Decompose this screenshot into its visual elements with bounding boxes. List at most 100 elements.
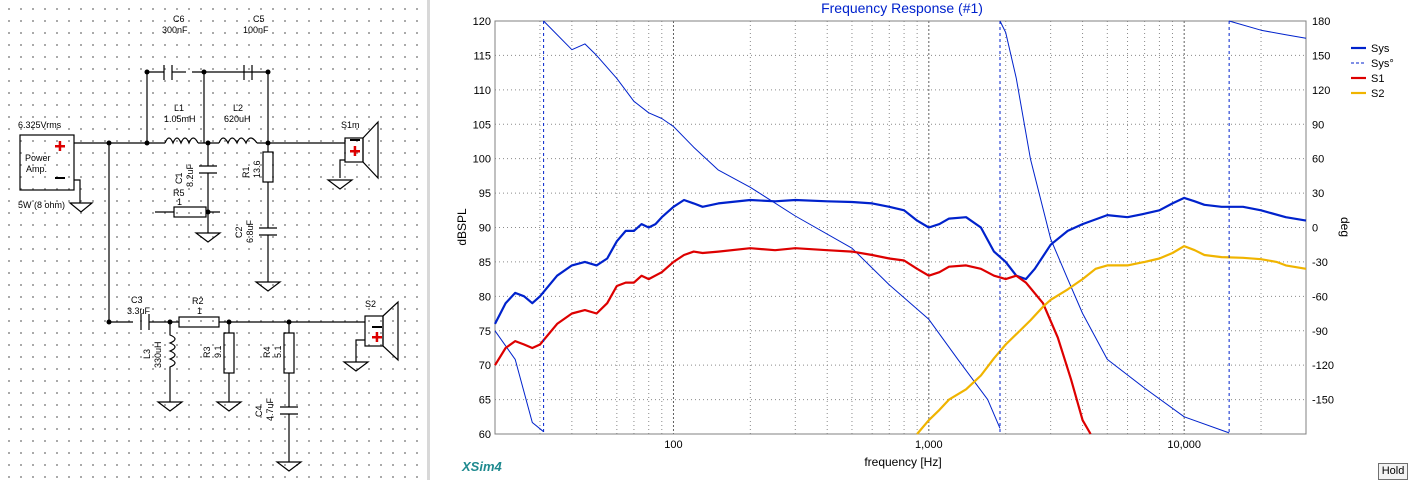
series-line-s1 — [494, 247, 1092, 435]
capacitor-c1 — [199, 143, 217, 212]
y-tick-label: 105 — [473, 119, 491, 131]
chart-series — [494, 20, 1307, 435]
y-axis-label: dBSPL — [455, 208, 469, 246]
l3-value: 330uH — [153, 341, 163, 368]
y-tick-label: 110 — [473, 85, 491, 97]
frequency-response-chart: 60 65 70 75 80 85 90 95 100 105 110 115 120 180 150 12… — [455, 0, 1394, 469]
inductor-l3 — [168, 322, 176, 402]
r2-name: R2 — [192, 296, 204, 306]
y-tick-label: 90 — [479, 223, 491, 235]
series-line-sys-phase — [494, 20, 1307, 434]
wire-upper-branch — [74, 71, 345, 144]
r1-name: R1 — [241, 166, 251, 178]
source-name-line1: Power — [25, 153, 51, 163]
l2-value: 620uH — [224, 114, 251, 124]
x-tick-label: 100 — [664, 439, 682, 451]
y2-tick-label: 30 — [1312, 188, 1324, 200]
c4-name: C4 — [254, 405, 264, 417]
c6-name: C6 — [173, 14, 185, 24]
y-tick-label: 80 — [479, 291, 491, 303]
panel-divider[interactable] — [427, 0, 430, 480]
power-amp-symbol — [19, 134, 75, 191]
y-axis-ticks: 60 65 70 75 80 85 90 95 100 105 110 115 120 — [473, 16, 491, 441]
inductor-l1 — [164, 137, 199, 145]
source-rating-label: 5W (8 ohm) — [18, 200, 65, 210]
resistor-r5 — [173, 206, 207, 218]
frequency-response-panel: 60 65 70 75 80 85 90 95 100 105 110 115 120 180 150 12… — [430, 0, 1409, 480]
x-axis-ticks: 100 1,000 10,000 — [664, 439, 1201, 451]
y-tick-label: 120 — [473, 16, 491, 28]
speaker-s1-label: S1m — [341, 120, 360, 130]
y2-axis-label: deg — [1338, 217, 1352, 237]
y2-tick-label: -120 — [1312, 360, 1334, 372]
y2-tick-label: -30 — [1312, 257, 1328, 269]
x-axis-label: frequency [Hz] — [864, 455, 941, 469]
source-voltage-label: 6.325Vrms — [18, 120, 62, 130]
y2-tick-label: 180 — [1312, 16, 1330, 28]
xsim-brand: XSim4 — [462, 459, 502, 474]
r1-value: 13.6 — [252, 160, 262, 178]
legend-label: Sys — [1371, 43, 1390, 55]
x-tick-label: 1,000 — [915, 439, 943, 451]
y2-tick-label: 60 — [1312, 154, 1324, 166]
c1-value: 8.2uF — [185, 163, 195, 187]
r5-name: R5 — [173, 188, 185, 198]
r2-value: 1 — [197, 306, 202, 316]
resistor-r4 — [283, 332, 295, 374]
l1-value: 1.05mH — [164, 114, 196, 124]
y-tick-label: 100 — [473, 154, 491, 166]
y2-tick-label: 150 — [1312, 50, 1330, 62]
c5-name: C5 — [253, 14, 265, 24]
y-tick-label: 70 — [479, 360, 491, 372]
r4-name: R4 — [262, 346, 272, 358]
c5-value: 100nF — [243, 25, 269, 35]
r4-value: 5.1 — [273, 345, 283, 358]
speaker-s2-symbol — [364, 315, 384, 347]
resistor-r2 — [178, 316, 220, 328]
speaker-s2-label: S2 — [365, 299, 376, 309]
l2-name: L2 — [233, 103, 243, 113]
r3-name: R3 — [202, 346, 212, 358]
speaker-s1-cone — [362, 120, 379, 180]
c3-name: C3 — [131, 295, 143, 305]
schematic-drawing: 6.325Vrms Power Amp. 5W (8 ohm) C6 300nF… — [18, 14, 399, 472]
source-name-line2: Amp. — [26, 164, 47, 174]
legend-label: Sys° — [1371, 58, 1394, 70]
crossover-schematic: 6.325Vrms Power Amp. 5W (8 ohm) C6 300nF… — [0, 0, 427, 480]
y-tick-label: 75 — [479, 326, 491, 338]
r3-value: 9.1 — [213, 345, 223, 358]
y-tick-label: 85 — [479, 257, 491, 269]
c3-value: 3.3uF — [127, 306, 151, 316]
chart-grid — [494, 20, 1307, 435]
resistor-r3 — [223, 332, 235, 374]
ground-symbols — [68, 179, 370, 472]
c2-name: C2 — [234, 226, 244, 238]
c2-value: 6.8uF — [245, 219, 255, 243]
y-tick-label: 95 — [479, 188, 491, 200]
c6-value: 300nF — [162, 25, 188, 35]
y2-tick-label: 90 — [1312, 119, 1324, 131]
l1-name: L1 — [174, 103, 184, 113]
c1-name: C1 — [174, 172, 184, 184]
chart-title: Frequency Response (#1) — [821, 0, 983, 16]
plot-frame — [494, 20, 1307, 435]
r5-value: 1 — [177, 197, 182, 207]
x-tick-label: 10,000 — [1167, 439, 1201, 451]
y2-tick-label: -150 — [1312, 395, 1334, 407]
series-line-s2 — [916, 245, 1307, 435]
y-tick-label: 115 — [473, 50, 491, 62]
y2-tick-label: 120 — [1312, 85, 1330, 97]
y2-tick-label: -90 — [1312, 326, 1328, 338]
hold-button[interactable]: Hold — [1378, 463, 1408, 480]
y-tick-label: 60 — [479, 429, 491, 441]
wire-amp-ground — [74, 179, 81, 203]
legend-label: S1 — [1371, 73, 1384, 85]
y-tick-label: 65 — [479, 395, 491, 407]
resistor-r1 — [262, 151, 274, 183]
chart-legend: Sys Sys° S1 S2 — [1351, 43, 1394, 100]
series-line-sys — [494, 196, 1307, 325]
l3-name: L3 — [142, 349, 152, 359]
inductor-l2 — [218, 137, 258, 145]
speaker-s2-cone — [382, 300, 399, 362]
y2-tick-label: -60 — [1312, 291, 1328, 303]
